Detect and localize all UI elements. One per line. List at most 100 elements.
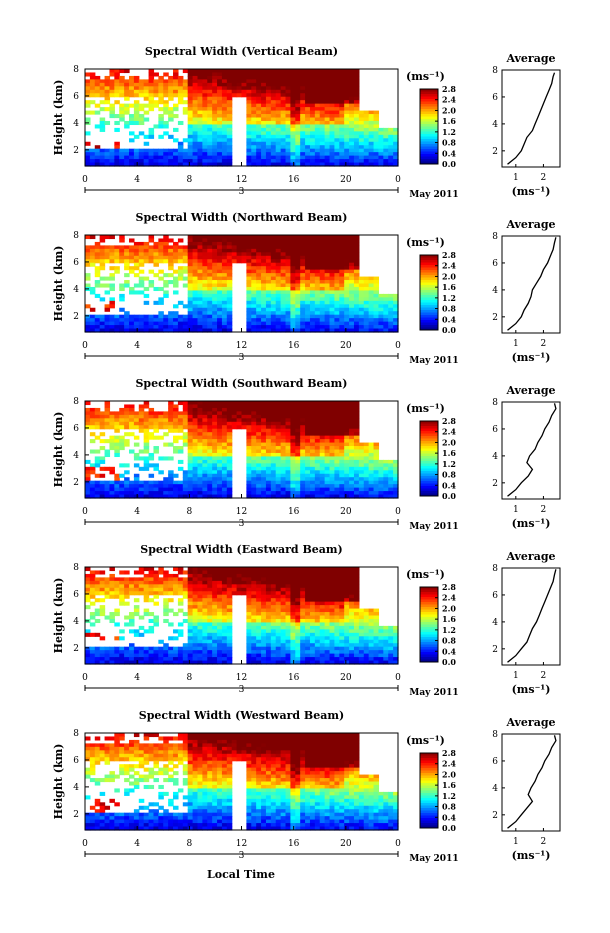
heatmap-cell <box>374 311 379 315</box>
heatmap-cell <box>281 118 286 122</box>
heatmap-cell <box>207 481 212 485</box>
heatmap-cell <box>188 567 193 571</box>
heatmap-cell <box>266 436 271 440</box>
heatmap-cell <box>305 238 310 242</box>
heatmap-cell <box>183 107 188 111</box>
heatmap-cell <box>354 488 359 492</box>
heatmap-cell <box>197 640 202 644</box>
heatmap-cell <box>330 453 335 457</box>
heatmap-cell <box>109 72 114 76</box>
heatmap-cell <box>349 86 354 90</box>
heatmap-cell <box>134 83 139 87</box>
heatmap-cell <box>178 301 183 305</box>
heatmap-cell <box>183 318 188 322</box>
heatmap-cell <box>144 79 149 83</box>
heatmap-cell <box>330 280 335 284</box>
heatmap-cell <box>315 284 320 288</box>
heatmap-cell <box>325 432 330 436</box>
heatmap-cell <box>173 270 178 274</box>
heatmap-cell <box>354 263 359 267</box>
heatmap-cell <box>139 408 144 412</box>
heatmap-cell <box>139 633 144 637</box>
heatmap-cell <box>139 570 144 574</box>
heatmap-cell <box>305 86 310 90</box>
heatmap-cell <box>183 245 188 249</box>
heatmap-cell <box>290 145 295 149</box>
heatmap-cell <box>139 284 144 288</box>
heatmap-cell <box>261 142 266 146</box>
heatmap-cell <box>188 481 193 485</box>
heatmap-cell <box>173 72 178 76</box>
heatmap-cell <box>320 411 325 415</box>
heatmap-cell <box>207 432 212 436</box>
heatmap-cell <box>369 149 374 153</box>
heatmap-cell <box>305 280 310 284</box>
heatmap-cell <box>339 474 344 478</box>
heatmap-cell <box>178 629 183 633</box>
heatmap-cell <box>202 446 207 450</box>
heatmap-cell <box>158 591 163 595</box>
heatmap-cell <box>276 418 281 422</box>
heatmap-cell <box>222 588 227 592</box>
heatmap-cell <box>202 118 207 122</box>
heatmap-cell <box>149 156 154 160</box>
heatmap-cell <box>334 111 339 115</box>
heatmap-cell <box>178 273 183 277</box>
heatmap-cell <box>178 581 183 585</box>
heatmap-cell <box>266 408 271 412</box>
heatmap-cell <box>193 252 198 256</box>
heatmap-cell <box>237 256 242 260</box>
heatmap-cell <box>237 242 242 246</box>
heatmap-cell <box>227 287 232 291</box>
heatmap-cell <box>246 287 251 291</box>
heatmap-cell <box>158 418 163 422</box>
heatmap-cell <box>85 235 90 239</box>
heatmap-cell <box>290 311 295 315</box>
heatmap-cell <box>193 477 198 481</box>
heatmap-cell <box>354 152 359 156</box>
heatmap-cell <box>266 114 271 118</box>
heatmap-cell <box>256 135 261 139</box>
heatmap-cell <box>334 304 339 308</box>
heatmap-cell <box>256 149 261 153</box>
heatmap-cell <box>290 72 295 76</box>
heatmap-cell <box>330 252 335 256</box>
heatmap-cell <box>85 574 90 578</box>
heatmap-cell <box>173 318 178 322</box>
heatmap-cell <box>310 401 315 405</box>
heatmap-cell <box>168 156 173 160</box>
heatmap-cell <box>202 629 207 633</box>
heatmap-cell <box>364 114 369 118</box>
heatmap-cell <box>153 411 158 415</box>
heatmap-cell <box>95 619 100 623</box>
heatmap-cell <box>378 315 383 319</box>
heatmap-cell <box>276 245 281 249</box>
heatmap-cell <box>256 156 261 160</box>
heatmap-cell <box>212 453 217 457</box>
heatmap-cell <box>90 315 95 319</box>
heatmap-cell <box>334 270 339 274</box>
heatmap-cell <box>344 294 349 298</box>
heatmap-cell <box>246 86 251 90</box>
heatmap-cell <box>85 581 90 585</box>
heatmap-cell <box>271 149 276 153</box>
heatmap-cell <box>168 118 173 122</box>
heatmap-cell <box>339 121 344 125</box>
heatmap-cell <box>197 308 202 312</box>
heatmap-cell <box>193 584 198 588</box>
heatmap-cell <box>349 242 354 246</box>
heatmap-cell <box>315 238 320 242</box>
heatmap-cell <box>266 277 271 281</box>
heatmap-cell <box>222 650 227 654</box>
heatmap-cell <box>100 121 105 125</box>
heatmap-cell <box>144 411 149 415</box>
heatmap-cell <box>178 256 183 260</box>
heatmap-cell <box>149 481 154 485</box>
heatmap-cell <box>330 149 335 153</box>
heatmap-cell <box>114 609 119 613</box>
heatmap-cell <box>295 450 300 454</box>
heatmap-cell <box>295 145 300 149</box>
heatmap-cell <box>114 436 119 440</box>
heatmap-cell <box>207 640 212 644</box>
heatmap-cell <box>286 474 291 478</box>
